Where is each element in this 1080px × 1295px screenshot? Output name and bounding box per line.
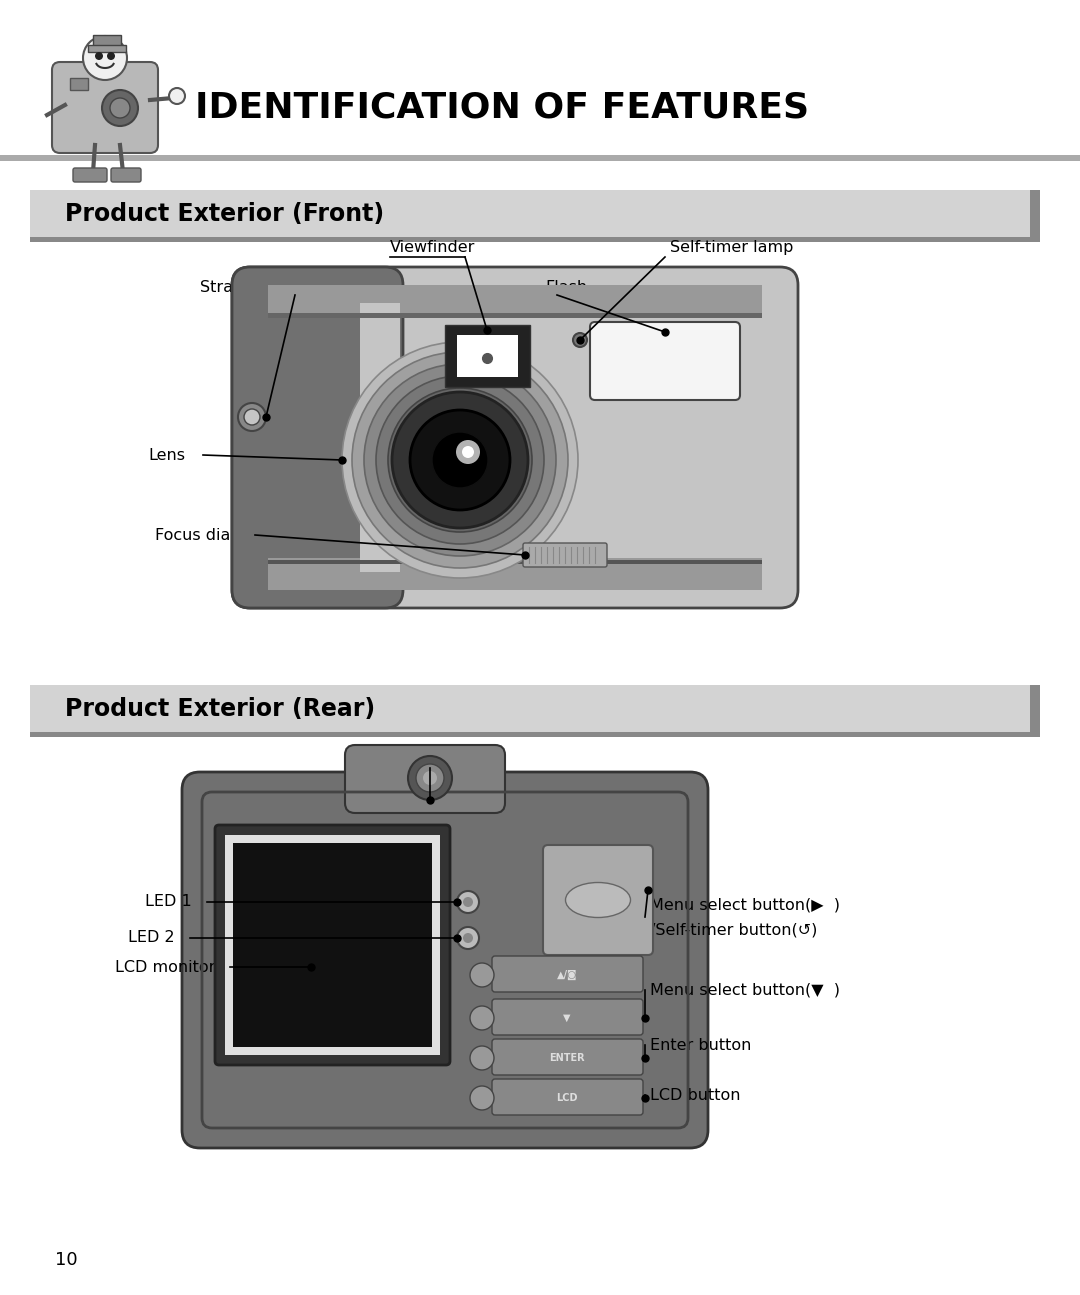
Circle shape [423,771,437,785]
Circle shape [432,433,488,488]
Text: ▲/◙: ▲/◙ [557,970,577,980]
Bar [93,35,121,47]
Circle shape [573,333,588,347]
Circle shape [470,1006,494,1030]
FancyBboxPatch shape [111,168,141,183]
Circle shape [238,403,266,431]
Bar [457,335,518,377]
Bar [225,835,440,1055]
Circle shape [408,756,453,800]
FancyBboxPatch shape [183,772,708,1147]
Bar [268,559,762,565]
Circle shape [462,445,474,458]
FancyBboxPatch shape [232,267,403,607]
Text: Product Exterior (Rear): Product Exterior (Rear) [65,697,375,721]
Circle shape [463,932,473,943]
FancyBboxPatch shape [232,267,798,607]
Text: ENTER: ENTER [550,1053,584,1063]
FancyBboxPatch shape [543,846,653,954]
Circle shape [110,98,130,118]
Text: LCD monitor: LCD monitor [114,960,215,975]
Text: LED 1: LED 1 [145,895,192,909]
Bar [0,155,1080,161]
FancyBboxPatch shape [215,825,450,1064]
Text: Product Exterior (Front): Product Exterior (Front) [65,202,384,227]
Bar [268,313,762,319]
Bar [445,325,530,387]
FancyBboxPatch shape [73,168,107,183]
Text: Enter button: Enter button [650,1037,752,1053]
Bar [30,190,1040,242]
Circle shape [392,392,528,528]
Text: Viewfinder: Viewfinder [390,240,475,255]
Circle shape [470,1046,494,1070]
FancyBboxPatch shape [492,956,643,992]
FancyBboxPatch shape [492,1079,643,1115]
Circle shape [457,891,480,913]
Circle shape [342,342,578,578]
FancyBboxPatch shape [492,1039,643,1075]
Circle shape [416,764,444,793]
Circle shape [95,52,103,60]
Bar [70,78,87,89]
Circle shape [364,364,556,556]
FancyBboxPatch shape [492,998,643,1035]
Text: LCD: LCD [556,1093,578,1103]
FancyBboxPatch shape [52,62,158,153]
Circle shape [376,376,544,544]
Circle shape [470,1087,494,1110]
Bar [1030,685,1040,732]
FancyBboxPatch shape [523,543,607,567]
Text: Strap eyelet: Strap eyelet [200,280,298,295]
Circle shape [352,352,568,569]
Bar [360,303,400,572]
Text: LCD button: LCD button [650,1088,741,1102]
Bar [30,732,1040,737]
Bar [268,285,762,317]
Circle shape [83,36,127,80]
Ellipse shape [566,882,631,917]
Text: 10: 10 [55,1251,78,1269]
Circle shape [102,89,138,126]
Text: Viewfinder: Viewfinder [388,750,473,765]
FancyBboxPatch shape [590,322,740,400]
Text: Menu select button(▶  ): Menu select button(▶ ) [650,897,840,913]
Circle shape [470,963,494,987]
Text: IDENTIFICATION OF FEATURES: IDENTIFICATION OF FEATURES [195,91,809,126]
Bar [1030,190,1040,237]
Circle shape [388,388,532,532]
Circle shape [456,440,480,464]
Text: Lens: Lens [148,448,185,462]
Circle shape [463,897,473,906]
Circle shape [168,88,185,104]
Text: Self-timer lamp: Self-timer lamp [670,240,794,255]
Bar [30,685,1040,737]
Circle shape [410,411,510,510]
Circle shape [107,52,114,60]
Bar [233,843,432,1046]
Text: Flash: Flash [545,280,588,295]
Text: LED 2: LED 2 [129,931,175,945]
Bar [268,558,762,591]
Bar [30,237,1040,242]
FancyBboxPatch shape [345,745,505,813]
Circle shape [457,927,480,949]
Text: ▼: ▼ [564,1013,570,1023]
Circle shape [244,409,260,425]
Bar [87,45,126,52]
Text: Menu select button(▼  ): Menu select button(▼ ) [650,983,840,997]
Text: Focus dial: Focus dial [156,527,234,543]
Text: /Self-timer button(↺): /Self-timer button(↺) [650,922,818,938]
